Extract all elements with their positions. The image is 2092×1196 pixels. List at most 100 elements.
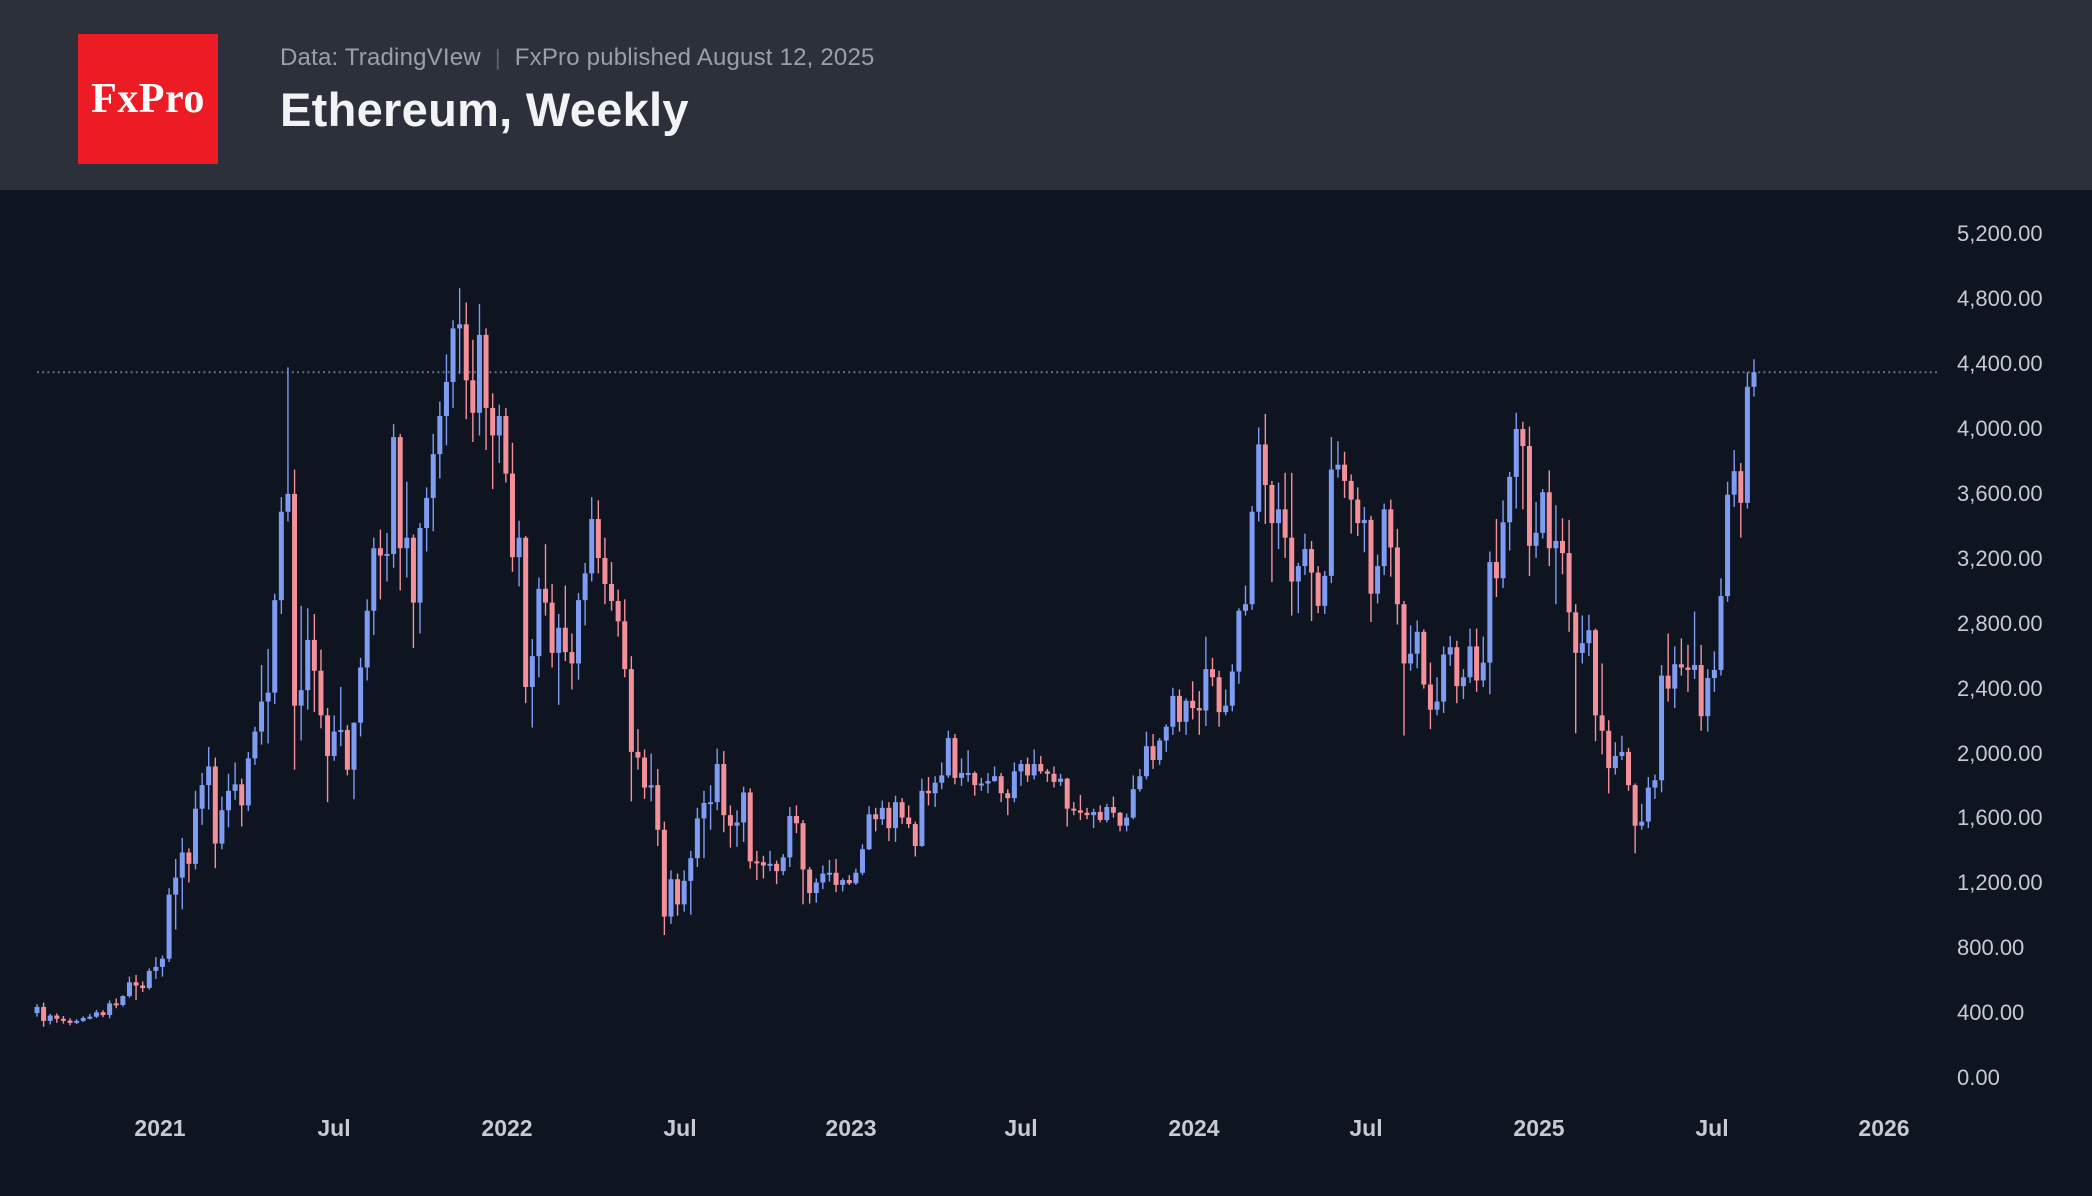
- candle-body: [1196, 708, 1202, 711]
- candle-body: [47, 1015, 53, 1021]
- candle: [754, 850, 760, 881]
- candle-body: [826, 872, 832, 875]
- candle-body: [1170, 695, 1176, 727]
- candle: [34, 1004, 40, 1017]
- candle-wick: [188, 848, 190, 883]
- candle-body: [391, 437, 397, 554]
- candle-body: [1408, 653, 1414, 664]
- candle-body: [41, 1006, 47, 1021]
- candle-body: [536, 588, 542, 657]
- candle-body: [992, 776, 998, 782]
- candle: [714, 748, 720, 811]
- candle-body: [457, 324, 463, 329]
- candle-body: [1744, 386, 1750, 503]
- candle-body: [800, 823, 806, 870]
- candle: [1467, 628, 1473, 683]
- candle: [926, 777, 932, 806]
- candle: [1454, 640, 1460, 704]
- candle-wick: [379, 529, 382, 600]
- candle: [1051, 766, 1057, 788]
- candle-body: [576, 600, 582, 664]
- candle: [1328, 437, 1334, 584]
- candle: [1421, 629, 1427, 689]
- candle-body: [1143, 746, 1149, 777]
- candle-body: [186, 852, 192, 864]
- candle-body: [1487, 562, 1493, 663]
- candle: [1276, 482, 1282, 550]
- candle-body: [120, 996, 126, 1005]
- candle: [661, 821, 667, 936]
- candle: [1044, 768, 1050, 782]
- candle: [1540, 489, 1546, 539]
- candle: [80, 1016, 86, 1023]
- candle: [1751, 359, 1757, 397]
- candle-body: [1388, 509, 1394, 548]
- candle-body: [1157, 740, 1163, 760]
- candle-body: [344, 729, 350, 770]
- candle-body: [1401, 604, 1407, 664]
- candle-body: [1705, 678, 1711, 717]
- candle: [747, 788, 753, 869]
- candle-body: [1262, 444, 1268, 485]
- candle: [694, 807, 700, 868]
- candle: [1678, 638, 1684, 676]
- candle-body: [1381, 509, 1387, 567]
- candle-wick: [908, 805, 910, 829]
- candle: [503, 407, 509, 483]
- candle: [972, 771, 978, 796]
- candle: [1408, 625, 1414, 671]
- candle-body: [305, 639, 311, 691]
- candle: [54, 1013, 60, 1023]
- candle-body: [1243, 604, 1248, 611]
- candle-body: [1540, 492, 1546, 533]
- candle: [760, 855, 766, 879]
- y-axis-tick: 5,200.00: [1957, 221, 2043, 247]
- candle-wick: [1191, 681, 1194, 720]
- candle: [325, 708, 331, 803]
- candle: [1058, 773, 1064, 786]
- candle-body: [853, 872, 859, 884]
- candle-body: [1091, 811, 1097, 816]
- candle: [1493, 519, 1499, 597]
- candle: [1130, 775, 1136, 820]
- candle-wick: [1079, 794, 1082, 821]
- candle-body: [1176, 695, 1182, 722]
- candle-body: [397, 437, 403, 549]
- candle: [833, 858, 839, 893]
- candle-body: [1295, 566, 1301, 582]
- candle-body: [463, 324, 469, 381]
- candle-body: [1573, 612, 1579, 653]
- candle: [609, 562, 615, 611]
- x-axis-tick: Jul: [1349, 1115, 1383, 1141]
- candle: [708, 785, 714, 830]
- candle-body: [430, 454, 436, 498]
- candle: [344, 725, 350, 776]
- candle-body: [1454, 647, 1460, 687]
- candle: [727, 805, 733, 848]
- fxpro-logo: FxPro: [78, 34, 218, 164]
- header: FxPro Data: TradingVIew | FxPro published …: [0, 0, 2092, 190]
- candle: [582, 562, 588, 626]
- candle-body: [1738, 471, 1744, 503]
- x-axis-tick: Jul: [1004, 1115, 1038, 1141]
- candle: [1025, 757, 1031, 782]
- candle: [1632, 783, 1638, 854]
- candle: [965, 750, 971, 782]
- candle: [219, 796, 225, 850]
- candle-wick: [960, 758, 963, 786]
- candle-body: [483, 334, 489, 408]
- candle-body: [952, 738, 958, 778]
- candle-body: [1467, 646, 1473, 678]
- candle: [1143, 731, 1149, 780]
- x-axis-tick: 2026: [1858, 1115, 1910, 1141]
- candle: [1348, 474, 1354, 534]
- candle-body: [1124, 817, 1130, 826]
- candle: [1698, 644, 1704, 731]
- candle: [1262, 413, 1268, 524]
- candle: [1553, 505, 1559, 605]
- candle-body: [338, 729, 344, 732]
- candle: [1064, 777, 1070, 827]
- candle-body: [1375, 566, 1381, 594]
- x-axis-tick: 2022: [481, 1115, 533, 1141]
- candle: [100, 1010, 106, 1018]
